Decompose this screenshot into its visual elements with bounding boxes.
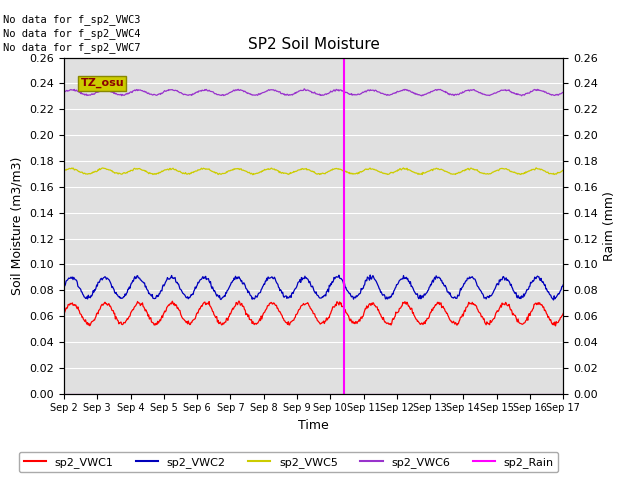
sp2_VWC6 — [172, 87, 179, 93]
sp2_VWC6 — [120, 92, 128, 98]
sp2_VWC5 — [559, 168, 567, 173]
sp2_VWC2 — [550, 297, 557, 303]
sp2_VWC1 — [69, 302, 77, 308]
Line: sp2_VWC6: sp2_VWC6 — [64, 89, 563, 96]
sp2_VWC2 — [198, 276, 205, 282]
sp2_VWC2 — [389, 291, 397, 297]
sp2_VWC6 — [69, 87, 77, 93]
sp2_VWC5 — [249, 172, 257, 178]
sp2_VWC5 — [389, 170, 397, 176]
sp2_VWC1 — [120, 320, 128, 325]
sp2_VWC2 — [120, 294, 128, 300]
Text: No data for f_sp2_VWC4: No data for f_sp2_VWC4 — [3, 28, 141, 39]
sp2_VWC2 — [69, 277, 77, 283]
Line: sp2_VWC1: sp2_VWC1 — [64, 301, 563, 326]
sp2_VWC6 — [198, 88, 205, 94]
sp2_Rain — [69, 391, 77, 396]
Y-axis label: Raim (mm): Raim (mm) — [604, 191, 616, 261]
sp2_VWC1 — [172, 303, 179, 309]
sp2_VWC1 — [235, 298, 243, 304]
Title: SP2 Soil Moisture: SP2 Soil Moisture — [248, 37, 380, 52]
sp2_VWC5 — [374, 168, 382, 174]
sp2_VWC2 — [366, 272, 374, 278]
sp2_VWC6 — [374, 89, 382, 95]
sp2_VWC2 — [172, 275, 179, 280]
sp2_VWC1 — [198, 303, 205, 309]
sp2_VWC1 — [374, 307, 382, 312]
sp2_VWC1 — [60, 310, 68, 316]
sp2_VWC5 — [198, 165, 205, 171]
sp2_VWC5 — [60, 168, 68, 173]
sp2_Rain — [120, 391, 128, 396]
Y-axis label: Soil Moisture (m3/m3): Soil Moisture (m3/m3) — [11, 156, 24, 295]
sp2_Rain — [60, 391, 68, 396]
Line: sp2_VWC2: sp2_VWC2 — [64, 275, 563, 300]
sp2_VWC1 — [559, 311, 567, 316]
sp2_VWC2 — [60, 282, 68, 288]
Text: No data for f_sp2_VWC7: No data for f_sp2_VWC7 — [3, 42, 141, 53]
sp2_VWC6 — [559, 89, 567, 95]
sp2_VWC6 — [418, 93, 426, 99]
Text: TZ_osu: TZ_osu — [81, 78, 124, 88]
sp2_Rain — [388, 391, 396, 396]
sp2_VWC5 — [69, 165, 77, 171]
sp2_Rain — [198, 391, 205, 396]
sp2_VWC6 — [60, 90, 68, 96]
sp2_VWC2 — [559, 282, 567, 288]
sp2_VWC6 — [389, 90, 397, 96]
sp2_VWC5 — [120, 170, 128, 176]
sp2_VWC5 — [532, 165, 540, 171]
sp2_VWC6 — [300, 86, 308, 92]
sp2_VWC5 — [172, 167, 179, 173]
sp2_VWC1 — [389, 315, 397, 321]
sp2_Rain — [172, 391, 179, 396]
X-axis label: Time: Time — [298, 419, 329, 432]
sp2_Rain — [559, 391, 567, 396]
sp2_Rain — [374, 391, 381, 396]
Text: No data for f_sp2_VWC3: No data for f_sp2_VWC3 — [3, 13, 141, 24]
Legend: sp2_VWC1, sp2_VWC2, sp2_VWC5, sp2_VWC6, sp2_Rain: sp2_VWC1, sp2_VWC2, sp2_VWC5, sp2_VWC6, … — [19, 452, 558, 472]
sp2_VWC1 — [552, 323, 559, 329]
Line: sp2_VWC5: sp2_VWC5 — [64, 168, 563, 175]
sp2_VWC2 — [374, 284, 382, 289]
